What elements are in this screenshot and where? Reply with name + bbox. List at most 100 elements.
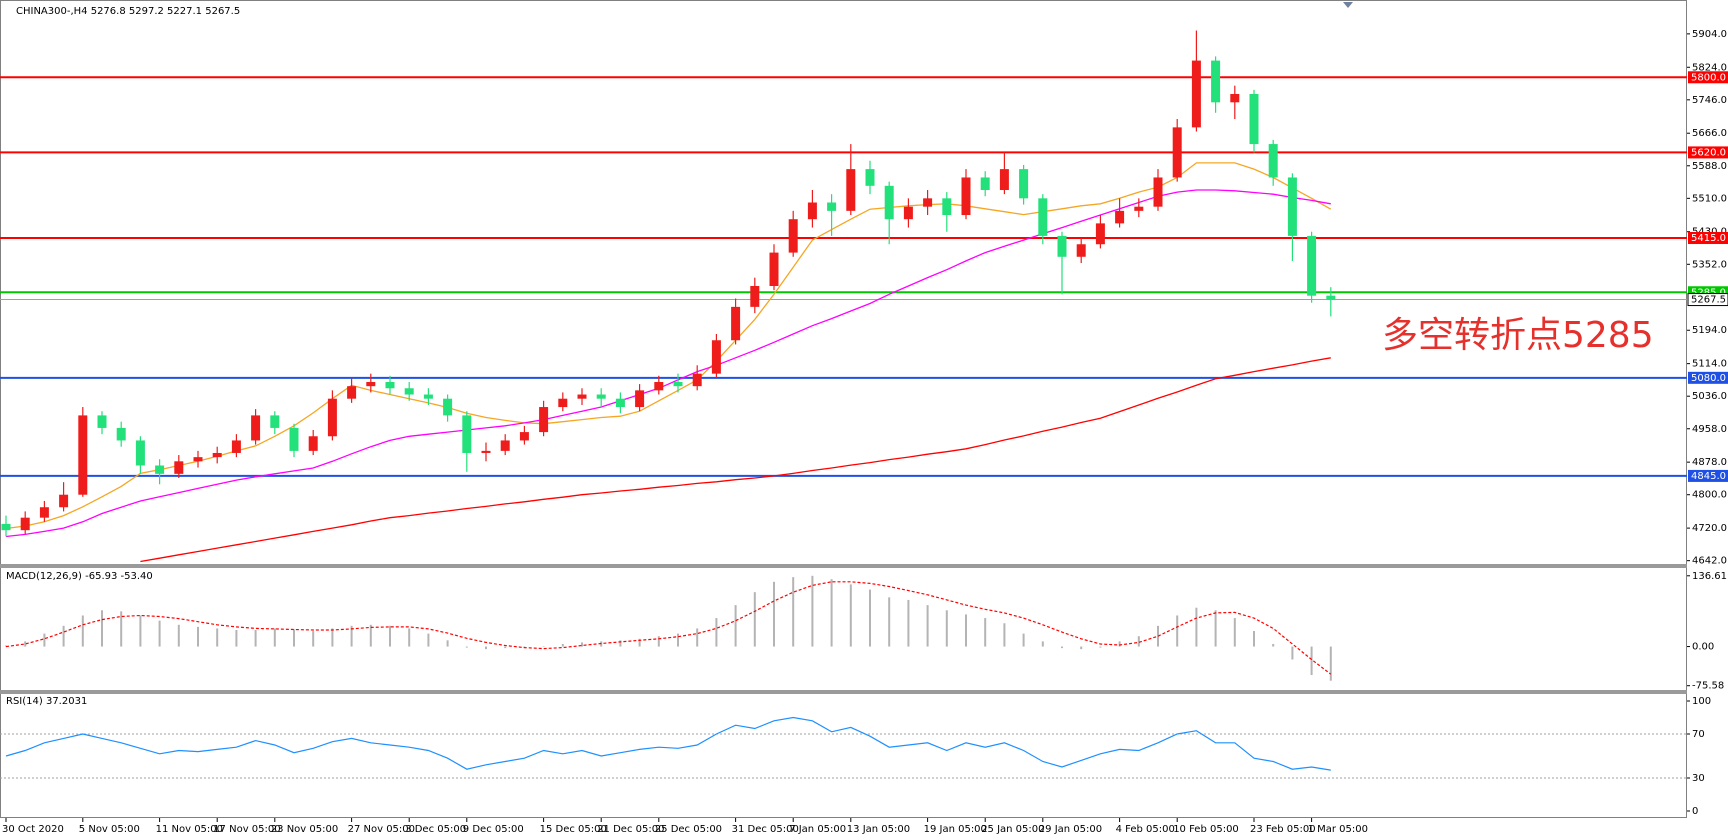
macd-bar [235, 629, 238, 647]
macd-bar [1272, 643, 1275, 647]
macd-bar [504, 646, 507, 649]
y-tick-label: 5510.0 [1692, 193, 1727, 204]
macd-bar [158, 620, 161, 647]
candle-body [462, 415, 472, 453]
macd-bar [216, 628, 219, 647]
candle-body [577, 394, 587, 399]
y-tick-label: 0.00 [1692, 642, 1714, 653]
macd-bar [62, 625, 65, 647]
candle-body [251, 415, 261, 441]
pane [5, 716, 1331, 771]
x-tick-label: 7 Jan 05:00 [789, 824, 846, 835]
macd-bar [677, 633, 679, 647]
y-tick-label: 30 [1692, 773, 1705, 784]
macd-bar [446, 640, 449, 647]
macd-bar [1214, 610, 1217, 647]
candle-body [135, 440, 145, 466]
y-tick-label: 70 [1692, 729, 1705, 740]
macd-bar [101, 610, 103, 647]
macd-bar [1233, 618, 1236, 647]
shift-marker [1343, 2, 1353, 8]
candle-body [1095, 223, 1105, 245]
candle-body [884, 185, 894, 220]
macd-bar [139, 615, 142, 647]
candle-body [1249, 93, 1259, 145]
x-tick-label: 10 Feb 05:00 [1173, 824, 1239, 835]
macd-bar [849, 584, 852, 647]
candle-body [807, 202, 817, 220]
candle-body [673, 382, 683, 387]
y-tick-label: 5588.0 [1692, 161, 1727, 172]
x-tick-label: 27 Nov 05:00 [348, 824, 415, 835]
y-tick-label: 100 [1692, 696, 1711, 707]
level-label: 4845.0 [1691, 471, 1726, 482]
y-tick-label: 4878.0 [1692, 457, 1727, 468]
x-tick-label: 4 Feb 05:00 [1116, 824, 1175, 835]
macd-bar [331, 628, 334, 647]
macd-bar [657, 636, 660, 647]
macd-bar [965, 614, 967, 647]
macd-bar [888, 597, 891, 647]
macd-bar [696, 628, 699, 647]
y-tick-label: 5904.0 [1692, 29, 1727, 40]
y-tick-label: -75.58 [1692, 681, 1724, 692]
candle-body [289, 427, 299, 451]
candle-body [827, 202, 837, 211]
macd-bar [408, 628, 411, 647]
candle-body [39, 507, 49, 518]
candle-body [347, 386, 357, 399]
x-tick-label: 31 Dec 05:00 [732, 824, 799, 835]
y-tick-label: 5194.0 [1692, 325, 1727, 336]
level-label: 5285.0 [1691, 287, 1726, 298]
level-label-box [1688, 146, 1728, 159]
macd-bar [465, 646, 468, 648]
macd-bar [1080, 646, 1083, 650]
macd-bar [734, 605, 737, 647]
macd-bar [542, 646, 545, 648]
level-label-box [1688, 231, 1728, 244]
macd-bar [811, 575, 814, 647]
candle-body [404, 388, 414, 395]
candle-body [539, 407, 549, 433]
macd-bar [177, 624, 180, 647]
candle-body [750, 285, 760, 307]
candle-body [116, 427, 126, 441]
x-tick-label: 25 Dec 05:00 [655, 824, 722, 835]
candle-body [999, 169, 1009, 190]
candle-body [193, 457, 203, 462]
macd-bar [1157, 625, 1159, 647]
y-tick-label: 5824.0 [1692, 62, 1727, 73]
annotation: 多空转折点5285 [1382, 315, 1654, 356]
level-label: 5415.0 [1691, 233, 1726, 244]
x-tick-label: 5 Nov 05:00 [79, 824, 140, 835]
candle-body [20, 517, 30, 531]
macd-bar [984, 618, 987, 647]
candle-body [711, 340, 721, 374]
level-label-box [1687, 293, 1728, 307]
x-tick-label: 30 Oct 2020 [2, 824, 64, 835]
y-tick-label: 4642.0 [1692, 556, 1727, 567]
y-tick-label: 5352.0 [1692, 259, 1727, 270]
macd-bar [1329, 646, 1332, 681]
y-tick-label: 4720.0 [1692, 523, 1727, 534]
macd-bar [869, 589, 871, 647]
x-tick-label: 23 Nov 05:00 [271, 824, 338, 835]
macd-bar [273, 628, 276, 647]
macd-bar [485, 646, 487, 650]
macd-bar [581, 642, 583, 647]
y-tick-label: 5666.0 [1692, 128, 1727, 139]
x-tick-label: 13 Jan 05:00 [847, 824, 910, 835]
macd-bar [561, 643, 564, 647]
y-tick-label: 5036.0 [1692, 391, 1727, 402]
candle-body [596, 394, 606, 399]
macd-title: MACD(12,26,9) -65.93 -53.40 [6, 571, 153, 582]
macd-bar [43, 633, 46, 647]
macd-bar [293, 629, 295, 647]
macd-bar [1195, 607, 1198, 647]
candle-body [1019, 169, 1029, 199]
candle-body [1191, 60, 1201, 128]
pane [5, 575, 1332, 681]
candle-body [519, 432, 529, 441]
